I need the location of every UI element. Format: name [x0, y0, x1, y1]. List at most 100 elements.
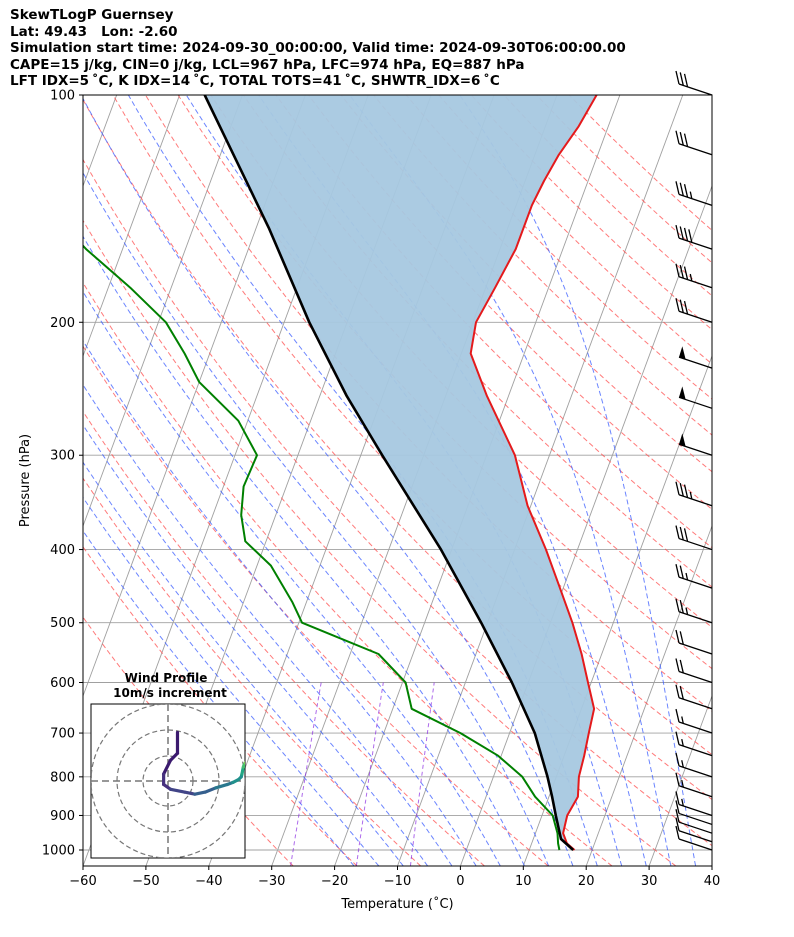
mixing-ratio-line: [409, 682, 435, 866]
title-indices-2: LFT IDX=5 ˚C, K IDX=14 ˚C, TOTAL TOTS=41…: [10, 73, 500, 89]
cape-shading: [204, 95, 597, 844]
x-tick-label: −40: [195, 874, 222, 889]
hodograph-segment: [275, 753, 286, 754]
temperature-line: [469, 95, 598, 851]
dry-adiabat: [83, 281, 613, 866]
x-tick-label: 10: [515, 874, 532, 889]
y-tick-label: 200: [50, 316, 75, 331]
moist-adiabat: [83, 461, 404, 866]
isotherm-line: [83, 95, 306, 698]
y-tick-label: 900: [50, 809, 75, 824]
hodograph-segment: [162, 758, 173, 776]
wind-barb: [675, 684, 713, 710]
y-tick-label: 600: [50, 676, 75, 691]
x-tick-label: 40: [704, 874, 721, 889]
title-time: Simulation start time: 2024-09-30_00:00:…: [10, 40, 626, 56]
wind-barb: [675, 525, 713, 551]
y-tick-label: 1000: [42, 844, 75, 859]
y-tick-label: 500: [50, 616, 75, 631]
dry-adiabat: [83, 410, 485, 866]
wind-barb: [675, 130, 713, 156]
hodograph-segment: [168, 787, 187, 794]
x-tick-label: 20: [578, 874, 595, 889]
title-indices-1: CAPE=15 j/kg, CIN=0 j/kg, LCL=967 hPa, L…: [10, 57, 525, 73]
moist-adiabat: [83, 171, 550, 866]
sounding-data: [83, 95, 598, 851]
dewpoint-line: [83, 244, 561, 851]
isotherm-line: [711, 864, 712, 866]
x-axis-label: Temperature (˚C): [340, 896, 453, 912]
wind-barb: [678, 386, 713, 409]
dry-adiabat: [112, 95, 712, 756]
mixing-ratio-line: [355, 682, 384, 866]
moist-adiabat: [83, 383, 453, 866]
moist-adiabat: [459, 95, 697, 866]
wind-barb: [675, 752, 713, 778]
y-axis-label: Pressure (hPa): [18, 434, 33, 527]
x-tick-label: 30: [641, 874, 658, 889]
wind-barb: [675, 298, 713, 323]
isotherm-line: [397, 95, 684, 866]
dry-adiabat: [275, 95, 712, 549]
wind-barb: [675, 629, 713, 655]
y-tick-label: 100: [50, 89, 75, 104]
wind-barb: [675, 263, 713, 289]
hodograph-segment: [250, 760, 253, 761]
hodograph-segment: [214, 782, 229, 790]
wind-barb: [678, 433, 713, 456]
wind-barb: [675, 791, 713, 817]
dry-adiabat: [83, 345, 549, 866]
x-tick-label: −20: [321, 874, 348, 889]
wind-barbs: [675, 70, 713, 851]
hodograph-title: Wind Profile: [125, 671, 208, 685]
wind-barb: [675, 772, 713, 798]
title-station: SkewTLogP Guernsey: [10, 7, 174, 23]
wind-barb: [675, 481, 713, 507]
isotherm-line: [648, 694, 712, 866]
moist-adiabat: [83, 235, 525, 866]
moist-adiabat: [83, 97, 574, 866]
y-tick-label: 700: [50, 727, 75, 742]
wind-barb: [678, 346, 713, 369]
y-tick-label: 300: [50, 449, 75, 464]
moist-adiabat: [83, 424, 429, 866]
y-tick-label: 400: [50, 543, 75, 558]
wind-barb: [675, 731, 713, 757]
isotherm-line: [83, 95, 243, 528]
x-tick-label: −30: [258, 874, 285, 889]
dry-adiabat: [308, 95, 712, 510]
dry-adiabat: [83, 545, 358, 866]
dry-adiabat: [242, 95, 712, 588]
moist-adiabat: [83, 496, 380, 866]
wind-barb: [675, 224, 713, 250]
title-location: Lat: 49.43 Lon: -2.60: [10, 24, 178, 40]
wind-barb: [675, 70, 713, 96]
x-tick-label: −60: [69, 874, 96, 889]
y-tick-label: 800: [50, 770, 75, 785]
hodograph-segment: [203, 786, 218, 794]
moist-adiabat: [83, 339, 477, 866]
wind-barb: [675, 564, 713, 589]
mixing-ratio-line: [290, 682, 322, 866]
hodograph-segment: [168, 751, 180, 762]
hodograph-subtitle: 10m/s increment: [113, 686, 227, 700]
wind-barb: [675, 658, 713, 684]
wind-barb: [675, 708, 713, 734]
isotherm-line: [459, 184, 712, 866]
hodograph: [91, 704, 286, 858]
x-tick-label: −50: [132, 874, 159, 889]
x-tick-label: −10: [384, 874, 411, 889]
hodograph-segment: [266, 753, 274, 755]
dry-adiabat: [83, 158, 712, 847]
wind-barb: [675, 598, 713, 624]
isotherm-line: [585, 524, 712, 866]
hodograph-segment: [193, 790, 207, 796]
wind-barb: [675, 817, 713, 843]
x-tick-label: 0: [456, 874, 464, 889]
wind-barb: [675, 825, 713, 851]
wind-barb: [675, 809, 713, 834]
parcel-line: [203, 95, 575, 851]
moist-adiabat: [349, 95, 672, 866]
